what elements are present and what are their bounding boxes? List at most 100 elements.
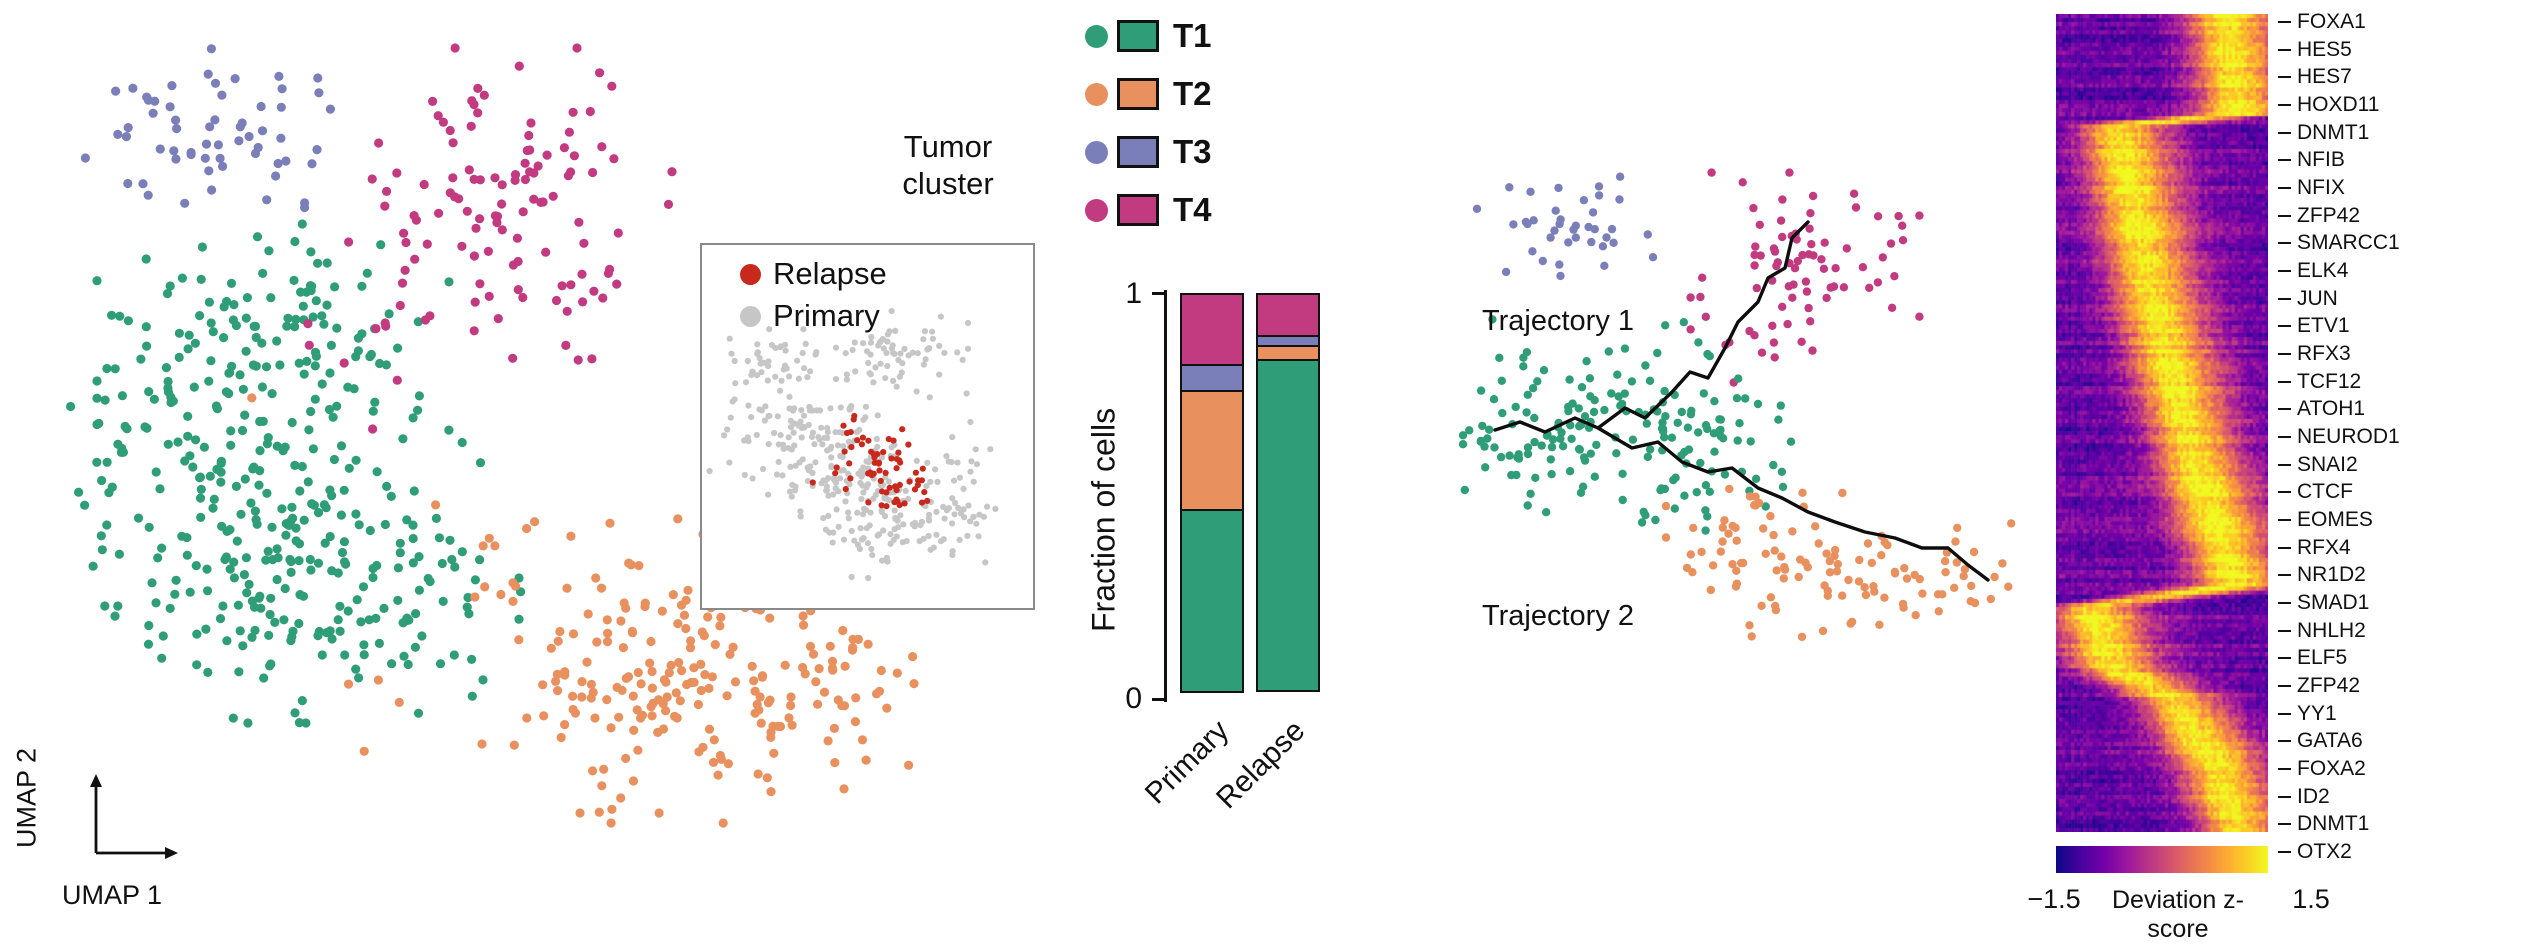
cell-point-t1 (1495, 353, 1504, 362)
cell-point-t2 (1706, 585, 1715, 595)
cell-point-primary (887, 540, 894, 547)
cell-point-t4 (466, 121, 476, 131)
cell-point-primary (937, 538, 945, 545)
cell-point-t4 (433, 111, 443, 121)
cell-point-t1 (1679, 318, 1688, 327)
cluster-legend-label: T2 (1173, 75, 1212, 112)
cell-point-t2 (798, 620, 809, 630)
cell-point-primary (827, 445, 834, 452)
cell-point-t4 (448, 138, 458, 148)
cell-point-t2 (647, 666, 657, 677)
cell-point-t4 (493, 314, 503, 324)
cell-point-t4 (473, 108, 483, 118)
cell-point-t4 (667, 167, 677, 177)
cell-point-t4 (557, 281, 567, 291)
cell-point-t1 (102, 457, 112, 467)
cell-point-primary (982, 559, 989, 566)
cell-point-t1 (195, 493, 206, 503)
cell-point-t1 (100, 395, 110, 405)
gene-tick-icon (2278, 159, 2291, 162)
cell-point-t1 (322, 300, 332, 310)
cell-point-t2 (1951, 537, 1960, 546)
cell-point-relapse (832, 470, 839, 477)
cell-point-t2 (829, 723, 840, 734)
cell-point-primary (854, 509, 861, 516)
cell-point-primary (845, 509, 852, 516)
cell-point-t1 (102, 363, 112, 374)
cell-point-primary (785, 434, 792, 441)
cell-point-t1 (290, 460, 300, 470)
cell-point-t4 (1773, 258, 1782, 267)
cell-point-primary (749, 475, 756, 482)
cell-point-t1 (184, 330, 194, 340)
cell-point-primary (941, 515, 948, 522)
cell-point-t1 (1701, 421, 1711, 430)
cell-point-t3 (312, 145, 322, 155)
cell-point-t4 (484, 291, 494, 301)
cell-point-t3 (155, 144, 165, 154)
cell-point-t4 (1785, 168, 1794, 177)
cell-point-t1 (1677, 407, 1686, 417)
cell-point-primary (862, 506, 870, 513)
cell-point-t2 (722, 691, 732, 701)
cell-point-t2 (1953, 523, 1962, 533)
cell-point-t1 (266, 593, 276, 603)
cell-point-t1 (353, 346, 363, 356)
cell-point-t3 (1505, 183, 1514, 192)
cell-point-t4 (462, 206, 472, 216)
gene-label-zfp42: ZFP42 (2278, 204, 2360, 228)
cell-point-t4 (475, 175, 485, 185)
gene-name: CTCF (2297, 480, 2353, 504)
cell-point-t3 (218, 161, 228, 171)
gene-tick-icon (2278, 353, 2291, 355)
cell-point-t1 (417, 631, 427, 641)
cell-point-t2 (1967, 581, 1976, 591)
cell-point-t4 (569, 151, 580, 161)
cell-point-t2 (1940, 557, 1950, 566)
gene-tick-icon (2278, 408, 2291, 411)
cell-point-t1 (281, 530, 291, 540)
cell-point-t4 (374, 138, 384, 148)
cell-point-t1 (1480, 442, 1489, 451)
cell-point-primary (905, 495, 912, 502)
cell-point-primary (964, 532, 971, 539)
cell-point-t2 (553, 636, 563, 646)
cell-point-primary (790, 407, 797, 414)
cell-point-t2 (718, 818, 728, 828)
cell-point-t2 (1811, 522, 1820, 531)
cell-point-t4 (1858, 263, 1868, 272)
cell-point-t4 (577, 269, 587, 279)
gene-tick-icon (2278, 48, 2291, 51)
cell-point-t4 (1842, 244, 1851, 253)
cell-point-primary (849, 346, 856, 354)
cell-point-primary (881, 513, 889, 520)
cell-point-primary (973, 461, 981, 468)
cell-point-t3 (1564, 238, 1573, 247)
cell-point-t1 (1578, 482, 1588, 491)
cell-point-t3 (143, 95, 154, 105)
cell-point-t4 (510, 170, 521, 180)
cell-point-t2 (670, 711, 680, 722)
cell-point-t1 (231, 481, 241, 491)
cell-point-t1 (1680, 491, 1689, 500)
cell-point-t4 (1745, 326, 1754, 336)
cell-point-t1 (1786, 437, 1796, 446)
cell-point-primary (837, 404, 844, 411)
cell-point-t2 (689, 663, 699, 673)
cell-point-t4 (1784, 282, 1793, 291)
cell-point-t2 (786, 692, 796, 702)
cell-point-primary (780, 441, 787, 448)
cell-point-t1 (1645, 445, 1655, 454)
cell-point-t1 (170, 589, 180, 599)
trajectory-scatter-plot (1458, 168, 2016, 642)
cell-point-t1 (234, 667, 244, 677)
cell-point-t1 (414, 585, 424, 595)
cell-point-t1 (1703, 349, 1712, 359)
cell-point-t2 (766, 787, 776, 797)
cell-point-primary (812, 459, 819, 466)
cell-point-primary (973, 520, 980, 527)
cell-point-primary (774, 413, 781, 420)
gene-label-nfib: NFIB (2278, 148, 2345, 172)
cell-point-t1 (408, 558, 418, 568)
cell-point-t1 (1530, 413, 1539, 423)
